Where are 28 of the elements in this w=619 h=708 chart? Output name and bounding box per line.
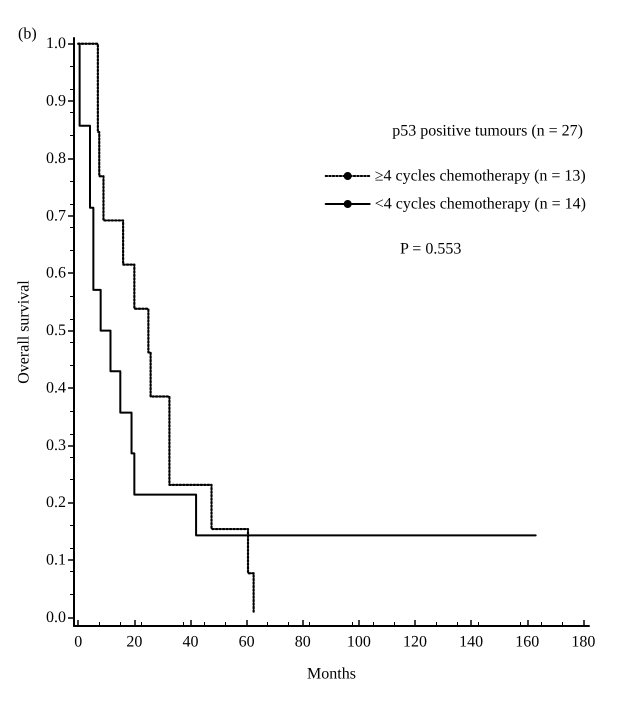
x-tick-label: 100 <box>346 634 371 650</box>
y-axis-title: Overall survival <box>16 280 32 384</box>
x-tick-label: 20 <box>126 634 142 650</box>
y-tick-label: 0.8 <box>46 150 66 167</box>
y-tick-label: 0.3 <box>46 436 66 454</box>
y-tick-label: 0.6 <box>46 264 66 282</box>
x-tick-label: 40 <box>182 634 198 650</box>
y-tick-label: 0.2 <box>46 494 66 512</box>
x-tick-label: 80 <box>294 634 311 650</box>
y-tick-label: 0.4 <box>46 379 66 396</box>
x-tick-label: 0 <box>74 634 82 650</box>
x-axis-title: Months <box>307 666 356 682</box>
annotation: P = 0.553 <box>400 240 462 258</box>
y-tick-label: 0.7 <box>46 207 66 224</box>
legend-label: ≥4 cycles chemotherapy (n = 13) <box>374 168 586 184</box>
y-tick-label: 0.9 <box>46 92 66 110</box>
text: (b) <box>18 26 37 42</box>
y-tick-label: 0.1 <box>46 552 66 569</box>
y-tick-label: 0.0 <box>46 608 66 626</box>
x-tick-label: 60 <box>238 634 255 650</box>
y-tick-label: 0.5 <box>46 322 66 340</box>
x-tick-label: 180 <box>571 634 596 650</box>
x-tick-label: 120 <box>402 634 427 650</box>
legend-title: p53 positive tumours (n = 27) <box>392 122 584 140</box>
x-tick-label: 140 <box>459 634 484 650</box>
x-tick-label: 160 <box>515 634 540 650</box>
y-tick-label: 1.0 <box>46 35 66 52</box>
legend-label: <4 cycles chemotherapy (n = 14) <box>374 196 586 212</box>
